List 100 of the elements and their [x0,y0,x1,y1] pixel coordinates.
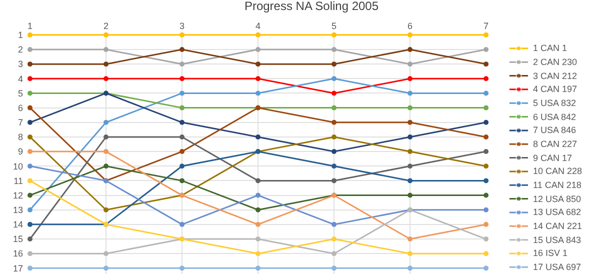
point [180,46,185,52]
point [408,178,413,184]
point [28,236,32,242]
point [104,62,109,67]
point [28,192,32,198]
point [28,266,32,271]
point [256,192,261,198]
point [180,134,185,140]
x-tick-label: 2 [104,21,109,32]
point [104,76,109,82]
point [256,90,261,96]
legend-label: 11 CAN 218 [533,180,582,190]
point [28,207,32,212]
point [408,164,413,169]
point [104,120,109,125]
legend-label: 17 USA 697 [533,262,582,272]
point [180,120,185,125]
point [256,76,261,82]
y-tick-label: 5 [18,88,23,98]
point [28,76,32,82]
point [180,178,185,184]
point [256,236,261,242]
y-tick-label: 16 [12,248,23,259]
point [332,90,337,96]
point [332,164,337,169]
point [256,207,261,212]
point [28,105,32,110]
point [104,164,109,169]
x-tick-label: 7 [484,21,489,32]
y-tick-label: 1 [18,30,23,40]
point [408,32,413,38]
point [180,76,185,82]
point [28,251,32,256]
point [104,266,109,271]
x-tick-label: 3 [180,21,185,32]
y-tick-label: 2 [18,44,23,55]
legend-label: 6 USA 842 [533,112,576,122]
point [332,62,337,67]
point [28,222,32,227]
point [256,178,261,184]
point [104,251,109,256]
point [484,266,489,271]
y-tick-label: 9 [18,146,23,157]
point [28,32,32,38]
point [256,266,261,271]
point [28,178,32,184]
legend-label: 2 CAN 230 [533,57,578,67]
y-tick-label: 3 [18,59,23,70]
point [332,236,337,242]
legend-label: 16 ISV 1 [533,248,568,258]
y-tick-label: 6 [18,102,23,113]
point [408,62,413,67]
point [332,46,337,52]
point [256,134,261,140]
y-tick-label: 11 [14,176,23,186]
point [180,32,185,38]
legend-label: 12 USA 850 [533,194,582,204]
legend-label: 9 CAN 17 [533,153,572,163]
legend-label: 7 USA 846 [533,125,576,135]
point [408,192,413,198]
point [484,62,489,67]
point [484,207,489,212]
point [408,120,413,125]
legend-label: 10 CAN 228 [533,166,582,176]
point [332,266,337,271]
point [484,178,489,184]
x-tick-label: 4 [256,21,261,32]
x-tick-label: 1 [27,21,33,32]
point [408,251,413,256]
point [332,120,337,125]
point [484,149,489,154]
point [332,251,337,256]
point [408,46,413,52]
y-tick-label: 7 [18,118,23,128]
y-tick-label: 4 [18,74,23,84]
x-tick-label: 6 [408,21,413,32]
point [180,105,185,110]
legend-label: 3 CAN 212 [533,71,578,81]
point [332,149,337,154]
point [256,251,261,256]
point [28,164,32,169]
point [408,90,413,96]
point [332,178,337,184]
legend-label: 15 USA 843 [533,235,582,245]
y-tick-label: 8 [18,132,23,142]
point [332,222,337,227]
point [408,76,413,82]
y-tick-label: 13 [12,205,23,216]
point [28,149,32,154]
point [332,76,337,82]
point [180,164,185,169]
point [180,222,185,227]
point [408,149,413,154]
point [484,192,489,198]
point [484,105,489,110]
legend-label: 8 CAN 227 [533,139,578,149]
point [104,134,109,140]
point [104,32,109,38]
point [408,236,413,242]
point [408,105,413,110]
